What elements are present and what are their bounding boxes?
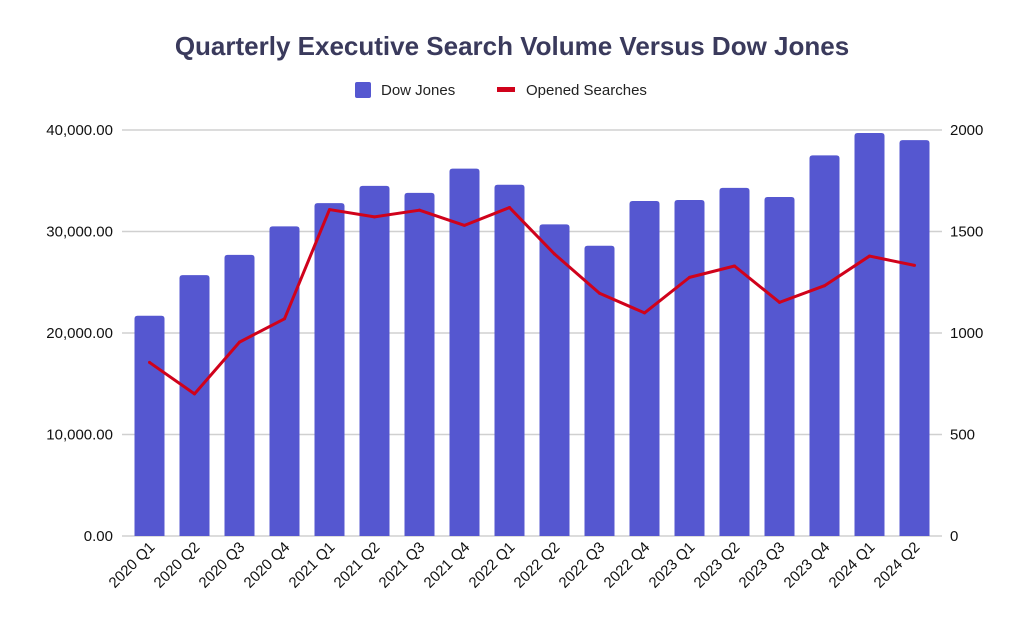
bar-dow-jones — [764, 196, 795, 537]
point-opened-searches — [463, 223, 466, 227]
bar-dow-jones — [719, 187, 750, 537]
bar-dow-jones — [674, 200, 705, 536]
bar-dow-jones — [359, 185, 390, 536]
bar-dow-jones — [494, 184, 525, 536]
x-tick-label: 2020 Q1 — [106, 539, 159, 592]
bar-dow-jones — [809, 155, 840, 536]
point-opened-searches — [148, 360, 151, 364]
point-opened-searches — [283, 317, 286, 321]
bar-dow-jones — [854, 133, 885, 537]
legend-swatch-opened-searches — [497, 87, 515, 92]
point-opened-searches — [913, 263, 916, 267]
bar-dow-jones — [134, 315, 165, 536]
x-tick-label: 2024 Q2 — [871, 539, 924, 592]
x-tick-label: 2020 Q3 — [196, 539, 249, 592]
x-tick-label: 2022 Q1 — [466, 539, 519, 592]
bar-dow-jones — [449, 168, 480, 536]
legend-swatch-dow-jones — [355, 82, 371, 98]
x-tick-label: 2021 Q1 — [286, 539, 339, 592]
bar-dow-jones — [179, 275, 210, 536]
y-right-tick-label: 1000 — [950, 325, 983, 342]
bar-dow-jones — [224, 254, 255, 536]
y-left-tick-label: 40,000.00 — [46, 122, 113, 139]
bar-dow-jones — [539, 224, 570, 536]
point-opened-searches — [418, 208, 421, 212]
y-left-tick-label: 30,000.00 — [46, 224, 113, 241]
bar-dow-jones — [629, 201, 660, 537]
point-opened-searches — [643, 311, 646, 315]
y-right-tick-label: 0 — [950, 528, 958, 545]
point-opened-searches — [373, 215, 376, 219]
y-left-tick-label: 10,000.00 — [46, 427, 113, 444]
y-right-tick-label: 1500 — [950, 224, 983, 241]
point-opened-searches — [823, 284, 826, 288]
legend-label-dow-jones: Dow Jones — [381, 82, 455, 99]
point-opened-searches — [508, 206, 511, 210]
point-opened-searches — [598, 291, 601, 295]
y-right-tick-label: 500 — [950, 427, 975, 444]
point-opened-searches — [778, 300, 781, 304]
point-opened-searches — [733, 264, 736, 268]
x-tick-label: 2023 Q3 — [736, 539, 789, 592]
point-opened-searches — [238, 340, 241, 344]
line-opened-searches — [148, 206, 915, 396]
point-opened-searches — [688, 275, 691, 279]
x-tick-label: 2023 Q4 — [781, 539, 834, 592]
point-opened-searches — [193, 392, 196, 396]
x-tick-label: 2023 Q1 — [646, 539, 699, 592]
bar-dow-jones — [314, 203, 345, 536]
chart-title: Quarterly Executive Search Volume Versus… — [175, 31, 849, 61]
x-tick-label: 2024 Q1 — [826, 539, 879, 592]
x-tick-label: 2022 Q4 — [601, 539, 654, 592]
x-tick-label: 2021 Q3 — [376, 539, 429, 592]
x-tick-label: 2022 Q2 — [511, 539, 564, 592]
y-left-tick-label: 20,000.00 — [46, 325, 113, 342]
bar-dow-jones — [899, 140, 930, 536]
legend: Dow Jones Opened Searches — [355, 82, 647, 99]
x-tick-label: 2023 Q2 — [691, 539, 744, 592]
x-tick-label: 2021 Q4 — [421, 539, 474, 592]
y-right-tick-label: 2000 — [950, 122, 983, 139]
point-opened-searches — [553, 252, 556, 256]
x-tick-label: 2020 Q2 — [151, 539, 204, 592]
bar-dow-jones — [269, 226, 300, 537]
x-tick-label: 2022 Q3 — [556, 539, 609, 592]
point-opened-searches — [868, 254, 871, 258]
bar-dow-jones — [584, 245, 615, 536]
x-tick-label: 2021 Q2 — [331, 539, 384, 592]
x-tick-label: 2020 Q4 — [241, 539, 294, 592]
y-left-tick-label: 0.00 — [84, 528, 113, 545]
legend-label-opened-searches: Opened Searches — [526, 82, 647, 99]
point-opened-searches — [328, 208, 331, 212]
bar-dow-jones — [404, 192, 435, 536]
